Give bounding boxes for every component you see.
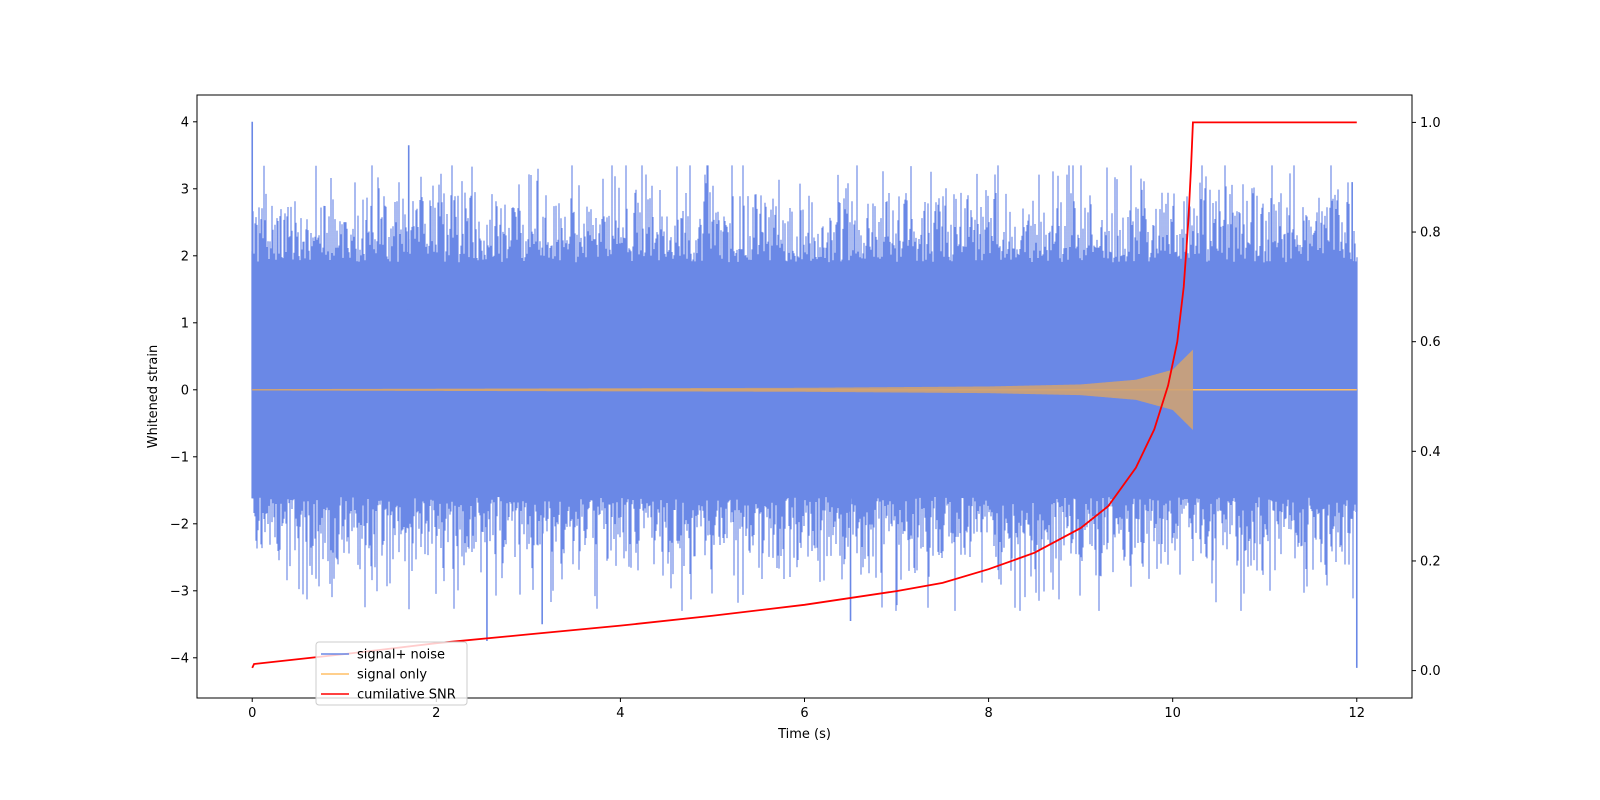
y-right-tick-label: 0.8	[1420, 226, 1441, 241]
x-tick-label: 2	[432, 706, 440, 721]
y-right-tick-label: 0.4	[1420, 445, 1441, 460]
legend-box	[315, 641, 468, 706]
x-tick-label: 12	[1348, 706, 1365, 721]
legend-label-cumulative-snr: cumilative SNR	[357, 688, 456, 703]
x-tick-label: 4	[616, 706, 624, 721]
y-tick-label: 0	[181, 383, 189, 398]
x-axis-ticks: 0 2 4 6 8 10 12	[248, 698, 1365, 721]
y-tick-label: −4	[170, 651, 189, 666]
snr-line	[251, 121, 1357, 669]
y-axis-left-ticks: −4 −3 −2 −1 0 1 2 3 4	[170, 115, 197, 666]
y-tick-label: 3	[181, 182, 189, 197]
y-axis-right-ticks: 0.0 0.2 0.4 0.6 0.8 1.0	[1412, 116, 1441, 679]
y-tick-label: 4	[181, 115, 189, 130]
y-tick-label: 2	[181, 249, 189, 264]
series-signal-only	[252, 349, 1357, 430]
x-tick-label: 0	[248, 706, 256, 721]
y-tick-label: −3	[170, 584, 189, 599]
legend: signal+ noise signal only cumilative SNR	[315, 641, 468, 706]
y-right-tick-label: 0.6	[1420, 335, 1441, 350]
x-tick-label: 8	[984, 706, 992, 721]
x-tick-label: 10	[1164, 706, 1181, 721]
y-axis-label: Whitened strain	[146, 345, 161, 448]
y-tick-label: 1	[181, 316, 189, 331]
legend-label-signal-plus-noise: signal+ noise	[357, 648, 445, 663]
y-right-tick-label: 0.0	[1420, 664, 1441, 679]
x-tick-label: 6	[800, 706, 808, 721]
y-tick-label: −1	[170, 450, 189, 465]
y-tick-label: −2	[170, 517, 189, 532]
y-right-tick-label: 1.0	[1420, 116, 1441, 131]
series-cumulative-snr	[251, 121, 1357, 669]
x-axis-label: Time (s)	[777, 727, 831, 742]
legend-label-signal-only: signal only	[357, 668, 427, 683]
y-right-tick-label: 0.2	[1420, 554, 1441, 569]
